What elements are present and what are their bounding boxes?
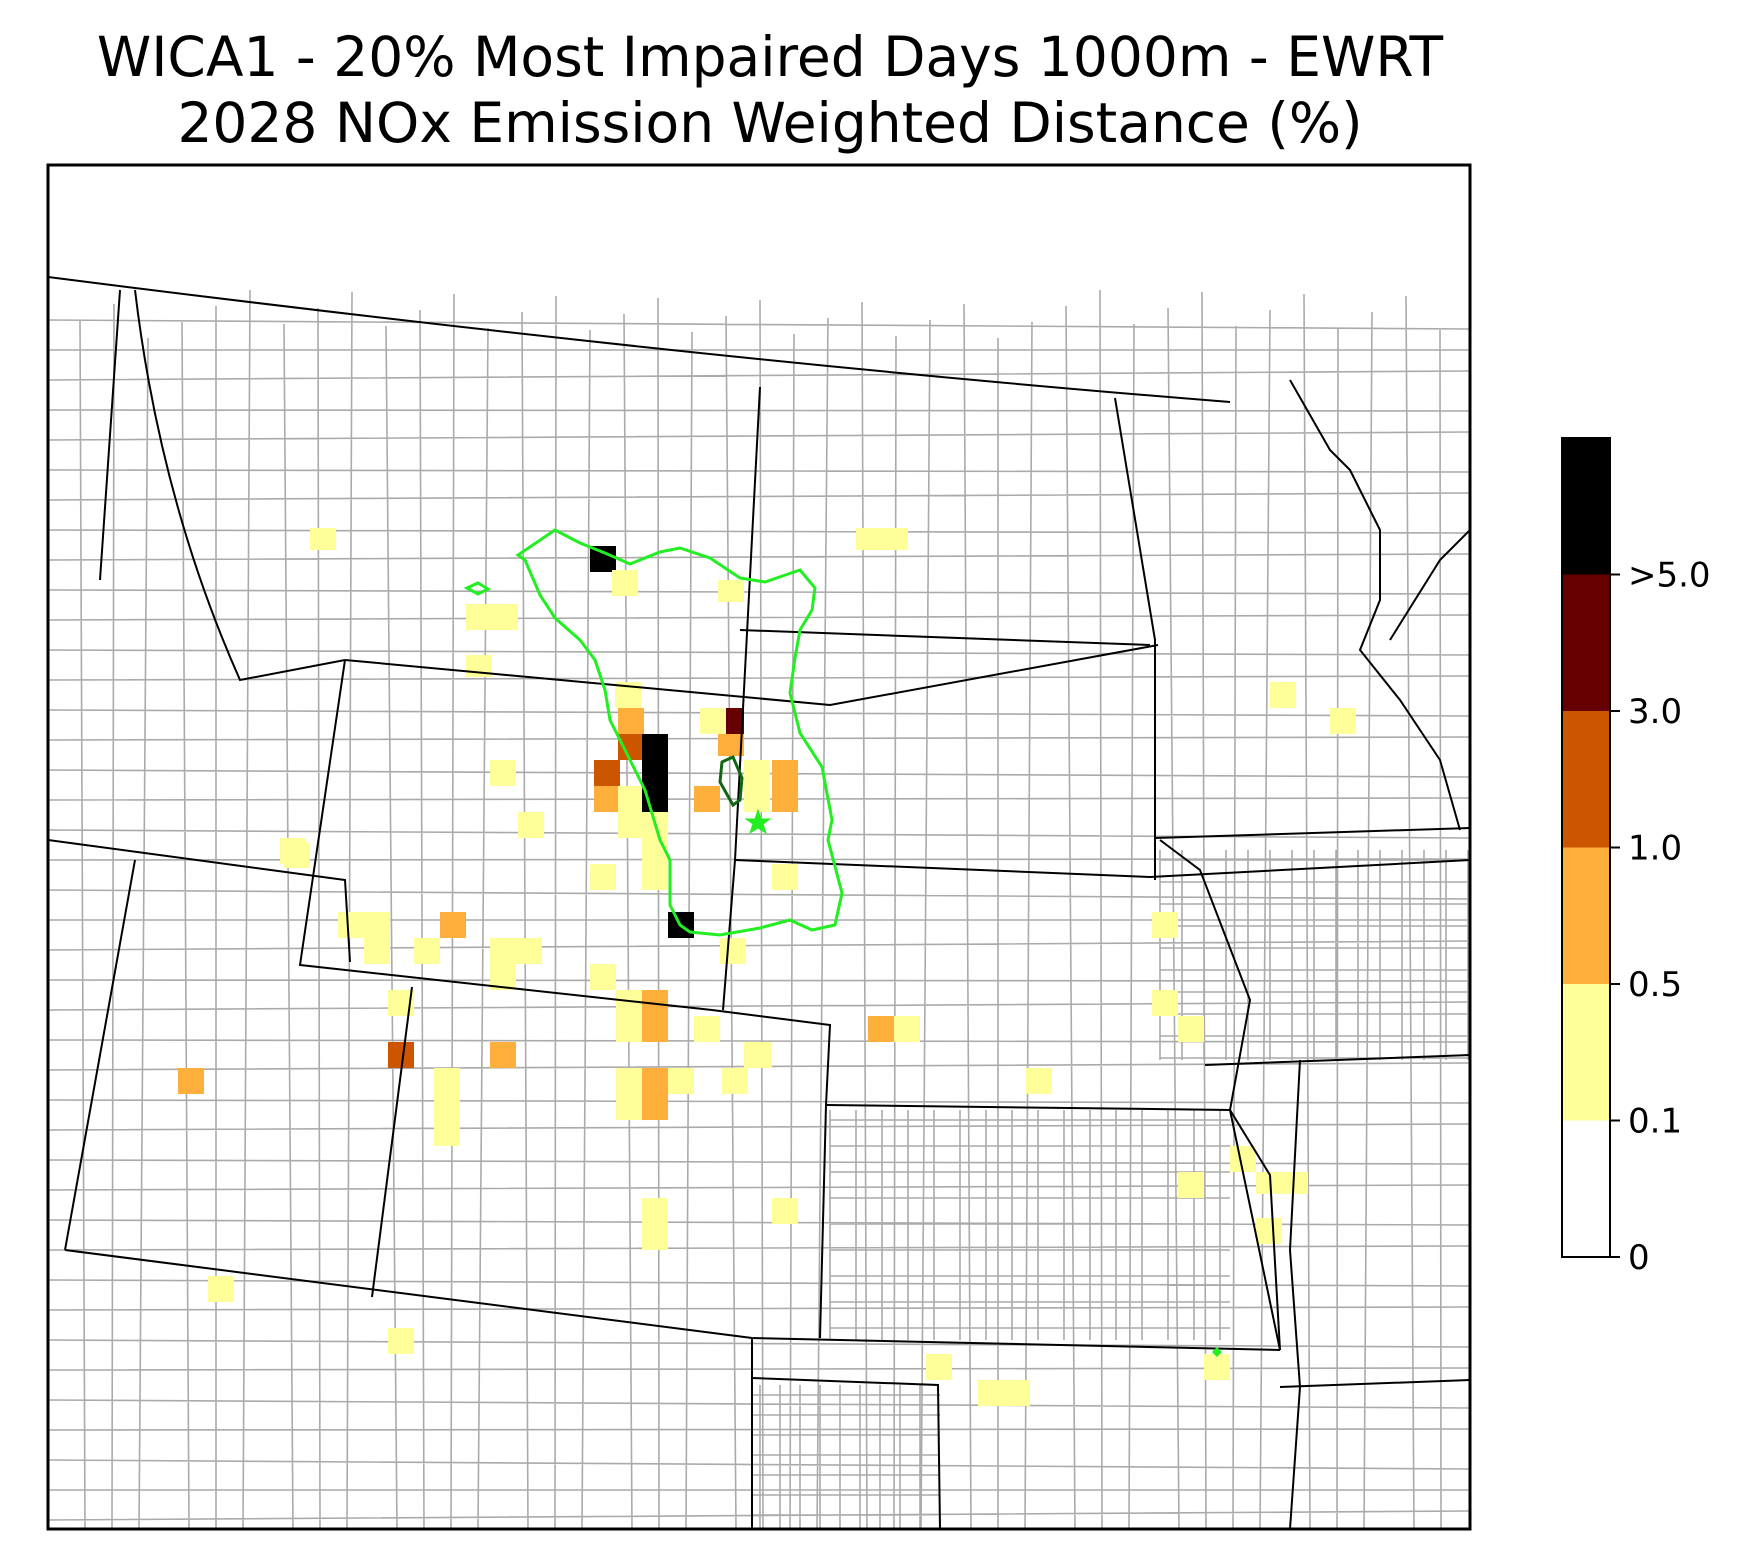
emission-cell — [718, 734, 744, 756]
map-title-line2: 2028 NOx Emission Weighted Distance (%) — [177, 91, 1363, 155]
emission-cell — [590, 964, 616, 990]
colorbar-tick-label: 0.5 — [1628, 965, 1682, 1005]
colorbar-tick-label: 1.0 — [1628, 829, 1682, 869]
emission-cell — [434, 1068, 460, 1094]
emission-cell — [1270, 682, 1296, 708]
emission-cell — [718, 580, 744, 602]
emission-cell — [722, 1068, 748, 1094]
emission-cell — [642, 734, 668, 760]
colorbar-segment — [1562, 438, 1610, 575]
emission-cell — [178, 1068, 204, 1094]
emission-cell — [744, 786, 770, 812]
emission-cell — [364, 938, 390, 964]
emission-cell — [694, 1016, 720, 1042]
county-border-lines — [48, 289, 1470, 1529]
map-frame — [46, 163, 1472, 1531]
emission-cell — [978, 1380, 1030, 1406]
emission-cell — [720, 938, 746, 964]
emission-cell — [1178, 1172, 1204, 1198]
contour-dot — [1212, 1347, 1222, 1357]
emission-cell — [518, 812, 544, 838]
emission-cell — [490, 938, 542, 964]
emission-cell — [1256, 1218, 1282, 1244]
map-title-line1: WICA1 - 20% Most Impaired Days 1000m - E… — [96, 25, 1444, 89]
emission-cell — [744, 760, 770, 786]
emission-cell — [466, 604, 518, 630]
emission-cell — [772, 1198, 798, 1224]
emission-cell — [618, 708, 644, 734]
emission-cell — [414, 938, 440, 964]
emission-cell — [868, 1016, 894, 1042]
emission-cell — [616, 990, 642, 1016]
emission-cell — [280, 838, 306, 864]
colorbar-segment — [1562, 984, 1610, 1121]
emission-cell — [490, 1042, 516, 1068]
emission-cell — [618, 812, 644, 838]
emission-cell — [642, 1016, 668, 1042]
colorbar-tick-label: 3.0 — [1628, 692, 1682, 732]
emission-cell — [1204, 1354, 1230, 1380]
colorbar-segment — [1562, 1120, 1610, 1257]
state-borders — [48, 276, 1470, 1529]
emission-cell — [1330, 708, 1356, 734]
emission-cell — [388, 1042, 414, 1068]
emission-cell — [746, 1042, 772, 1068]
emission-cell — [434, 1120, 460, 1146]
colorbar-tick-label: 0 — [1628, 1238, 1650, 1278]
emission-cell — [616, 1016, 642, 1042]
emission-cell — [440, 912, 466, 938]
emission-cell — [642, 864, 668, 890]
emission-cell — [434, 1094, 460, 1120]
emission-cell — [618, 786, 644, 812]
emission-cell — [616, 1094, 642, 1120]
colorbar-tick-label: >5.0 — [1628, 556, 1711, 596]
emission-cell — [642, 1198, 668, 1224]
emission-cell — [642, 760, 668, 786]
emission-cell — [700, 708, 726, 734]
emission-cell — [490, 760, 516, 786]
emission-cell — [894, 1016, 920, 1042]
emission-cell — [642, 1224, 668, 1250]
emission-cell — [1152, 990, 1178, 1016]
emission-cell — [612, 570, 638, 596]
emission-cell — [694, 786, 720, 812]
emission-cell — [1026, 1068, 1052, 1094]
emission-cell — [1256, 1172, 1308, 1194]
colorbar-segment — [1562, 847, 1610, 984]
colorbar-segment — [1562, 574, 1610, 711]
emission-cell — [772, 786, 798, 812]
contour-small — [463, 581, 492, 596]
map-area — [48, 276, 1470, 1529]
emission-cell — [338, 912, 390, 938]
emission-cell — [310, 528, 336, 550]
emission-cell — [642, 1094, 668, 1120]
colorbar-segment — [1562, 711, 1610, 848]
emission-cell — [1152, 912, 1178, 938]
contour-outer — [515, 528, 844, 937]
colorbar: 0 0.1 0.5 1.0 3.0 >5.0 — [1561, 437, 1711, 1278]
emission-cell — [668, 1068, 694, 1094]
county-borders — [48, 289, 1470, 1529]
colorbar-tick-label: 0.1 — [1628, 1102, 1682, 1142]
emission-cell — [642, 838, 668, 864]
emission-cell — [594, 786, 620, 812]
emission-cell — [926, 1354, 952, 1380]
star-icon — [744, 808, 772, 835]
emission-cell — [856, 528, 908, 550]
emission-cell — [208, 1276, 234, 1302]
emission-cell — [772, 760, 798, 786]
emission-cell — [590, 864, 616, 890]
contour-inner — [718, 755, 744, 808]
emission-cell — [388, 1328, 414, 1354]
emission-cell — [594, 760, 620, 786]
emission-cell — [642, 1068, 668, 1094]
emission-cell — [1178, 1016, 1204, 1042]
emission-cell — [772, 864, 798, 890]
emission-cells — [178, 528, 1356, 1406]
